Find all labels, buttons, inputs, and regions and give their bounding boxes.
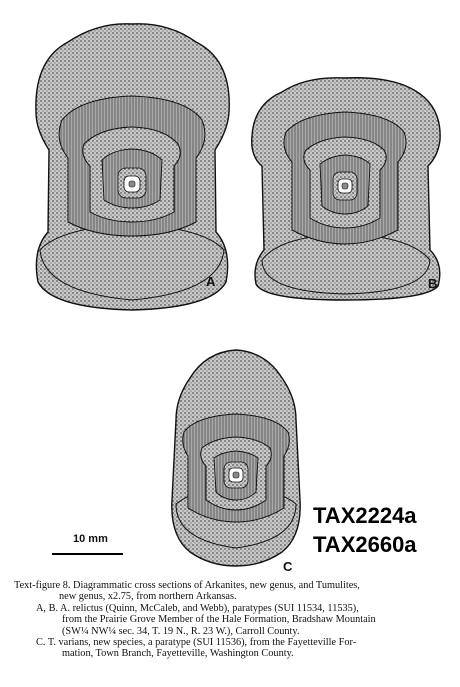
scale-bar-label: 10 mm xyxy=(73,533,108,545)
caption-line-5: (SW¼ NW¼ sec. 34, T. 19 N., R. 23 W.), C… xyxy=(62,625,300,637)
caption-line-7: mation, Town Branch, Fayetteville, Washi… xyxy=(62,648,294,660)
figure-caption: Text-figure 8. Diagrammatic cross sectio… xyxy=(14,580,454,660)
section-c xyxy=(171,349,301,567)
tax-code-1: TAX2224a xyxy=(313,503,417,528)
section-a xyxy=(35,23,230,311)
caption-line-3: A, B. A. relictus (Quinn, McCaleb, and W… xyxy=(36,602,359,614)
cross-section-figure xyxy=(35,23,441,567)
caption-line-6: C. T. varians, new species, a paratype (… xyxy=(36,637,357,649)
section-b xyxy=(251,77,441,301)
caption-line-2: new genus, x2.75, from northern Arkansas… xyxy=(59,591,237,603)
caption-line-4: from the Prairie Grove Member of the Hal… xyxy=(62,614,376,626)
panel-label-c: C xyxy=(283,559,293,574)
caption-line-1: Text-figure 8. Diagrammatic cross sectio… xyxy=(14,580,360,591)
tax-code-2: TAX2660a xyxy=(313,532,417,557)
scale-bar xyxy=(52,553,123,555)
panel-label-b: B xyxy=(428,276,438,291)
panel-label-a: A xyxy=(206,274,216,289)
